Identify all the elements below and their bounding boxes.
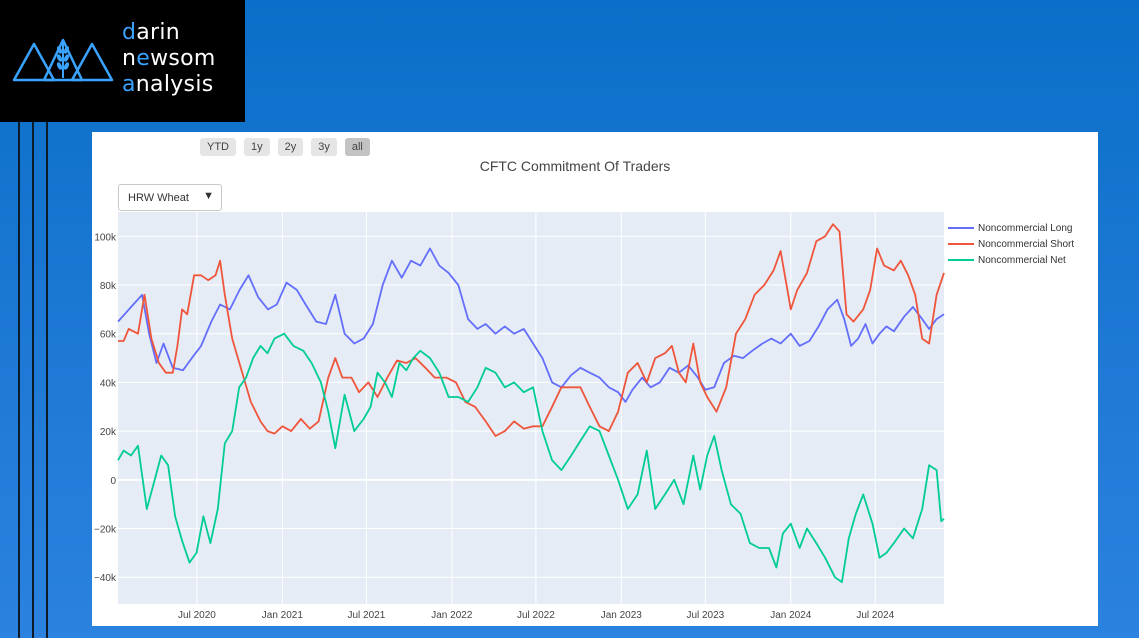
line-chart: 100k 80k 60k 40k 20k 0 −20k −40k Jul 2020 Jan 202… [94,212,945,621]
range-button-1y[interactable]: 1y [244,138,270,156]
y-tick-label: 0 [110,476,116,487]
x-tick-label: Jul 2024 [856,610,894,621]
commodity-dropdown[interactable]: HRW Wheat ▼ [118,184,222,211]
x-tick-label: Jul 2022 [517,610,555,621]
y-tick-label: 60k [100,330,117,341]
range-selector: YTD 1y 2y 3y all [200,138,370,156]
legend-swatch [948,259,974,261]
legend-label: Noncommercial Long [978,222,1073,234]
plot-area [118,212,944,604]
brand-line-3: analysis [122,72,214,97]
x-tick-label: Jan 2024 [770,610,812,621]
legend-item-net[interactable]: Noncommercial Net [948,252,1074,268]
x-tick-label: Jan 2022 [431,610,473,621]
series-line-3 [117,332,945,583]
x-tick-label: Jul 2020 [178,610,216,621]
legend-label: Noncommercial Short [978,238,1075,250]
dropdown-selected-value: HRW Wheat [128,192,189,204]
legend-swatch [948,243,974,245]
range-button-all[interactable]: all [344,138,370,156]
series-line-2 [118,223,945,437]
x-tick-label: Jan 2023 [601,610,643,621]
x-tick-label: Jan 2021 [262,610,304,621]
y-tick-label: 100k [94,232,117,243]
brand-header: darin newsom analysis [0,0,245,122]
x-tick-label: Jul 2023 [686,610,724,621]
mountains-wheat-logo-icon [12,38,114,82]
brand-line-1: darin [122,20,181,45]
x-tick-label: Jul 2021 [347,610,385,621]
decorative-line [32,122,34,638]
y-tick-label: −20k [94,525,117,536]
chart-legend: Noncommercial Long Noncommercial Short N… [948,220,1074,268]
legend-item-short[interactable]: Noncommercial Short [948,236,1074,252]
range-button-ytd[interactable]: YTD [200,138,236,156]
brand-line-2: newsom [122,46,216,71]
range-button-2y[interactable]: 2y [277,138,304,156]
y-tick-label: 40k [100,378,117,389]
legend-item-long[interactable]: Noncommercial Long [948,220,1074,236]
decorative-line [46,122,48,638]
y-tick-label: −40k [94,573,117,584]
legend-label: Noncommercial Net [978,254,1066,266]
chart-panel: 100k 80k 60k 40k 20k 0 −20k −40k Jul 2020 Jan 202… [92,132,1098,626]
chart-title: CFTC Commitment Of Traders [479,158,671,174]
y-tick-label: 20k [100,427,117,438]
brand-wordmark: darin newsom analysis [122,20,216,98]
legend-swatch [948,227,974,229]
range-button-3y[interactable]: 3y [311,138,337,156]
decorative-line [18,122,20,638]
series-line-1 [117,247,945,403]
y-tick-label: 80k [100,281,117,292]
dropdown-arrow-icon: ▼ [203,190,214,202]
